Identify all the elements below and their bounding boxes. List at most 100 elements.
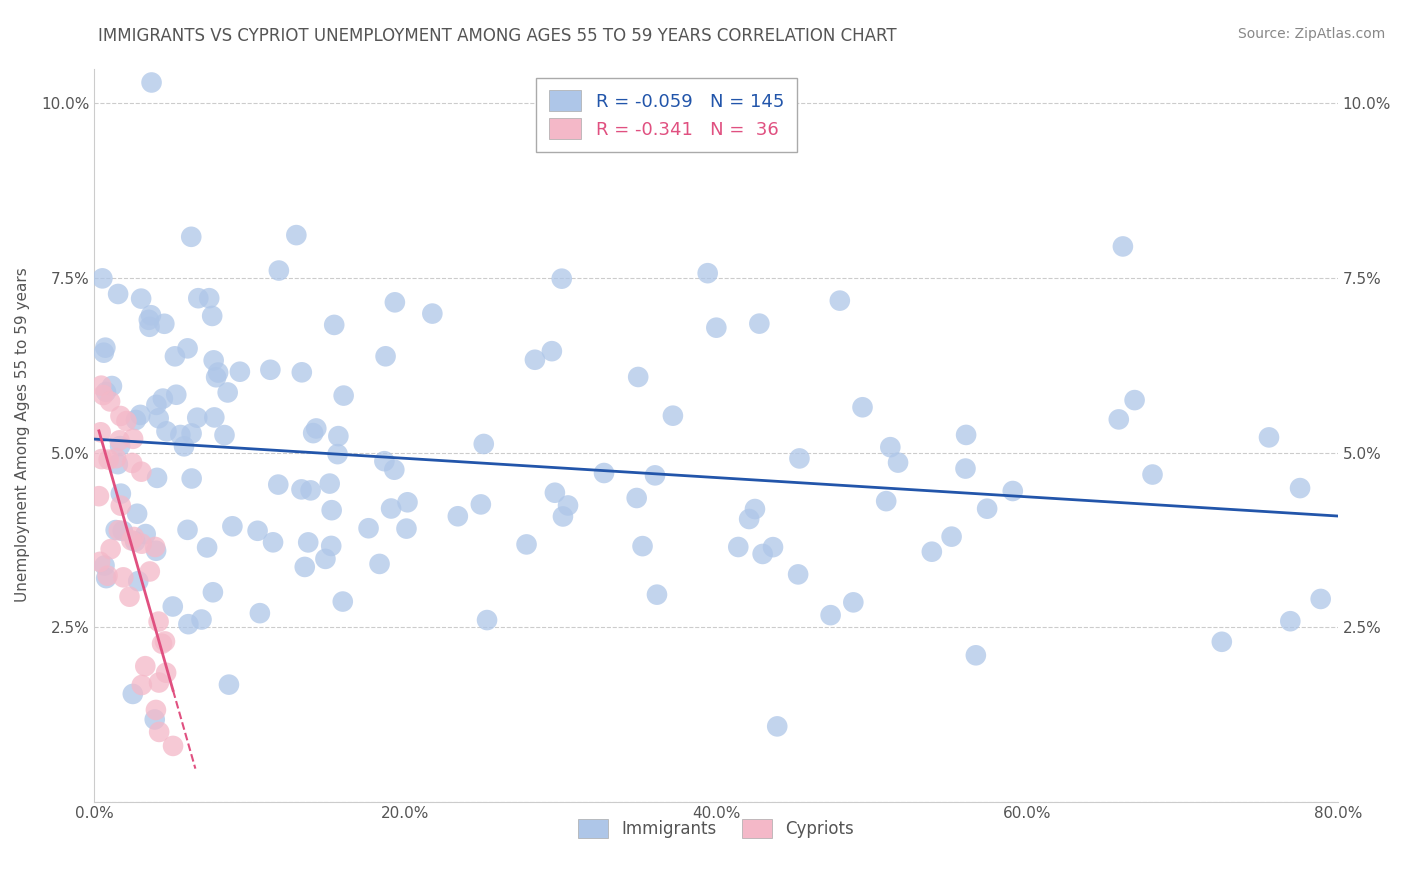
Text: IMMIGRANTS VS CYPRIOT UNEMPLOYMENT AMONG AGES 55 TO 59 YEARS CORRELATION CHART: IMMIGRANTS VS CYPRIOT UNEMPLOYMENT AMONG… — [98, 27, 897, 45]
Point — [820, 608, 842, 623]
Point — [105, 451, 128, 466]
Point — [373, 454, 395, 468]
Point — [1142, 467, 1164, 482]
Point — [523, 352, 546, 367]
Point — [122, 530, 145, 544]
Point — [94, 341, 117, 355]
Point — [357, 521, 380, 535]
Point — [321, 503, 343, 517]
Point — [163, 349, 186, 363]
Point — [121, 456, 143, 470]
Point — [472, 437, 495, 451]
Point — [162, 739, 184, 753]
Point — [201, 585, 224, 599]
Point — [145, 543, 167, 558]
Point — [186, 410, 208, 425]
Point — [93, 558, 115, 573]
Point — [422, 307, 444, 321]
Point — [134, 659, 156, 673]
Point — [148, 675, 170, 690]
Point — [262, 535, 284, 549]
Point — [1258, 430, 1281, 444]
Point — [1279, 614, 1302, 628]
Point — [110, 409, 132, 423]
Point — [515, 537, 537, 551]
Point — [214, 428, 236, 442]
Point — [122, 432, 145, 446]
Point — [447, 509, 470, 524]
Point — [267, 477, 290, 491]
Point — [148, 411, 170, 425]
Point — [150, 637, 173, 651]
Point — [965, 648, 987, 663]
Point — [131, 537, 153, 551]
Point — [475, 613, 498, 627]
Point — [87, 489, 110, 503]
Point — [955, 461, 977, 475]
Point — [384, 295, 406, 310]
Point — [626, 491, 648, 505]
Point — [139, 308, 162, 322]
Point — [112, 570, 135, 584]
Point — [374, 349, 396, 363]
Point — [96, 571, 118, 585]
Point — [91, 388, 114, 402]
Point — [218, 678, 240, 692]
Point — [91, 271, 114, 285]
Point — [751, 547, 773, 561]
Point — [738, 512, 761, 526]
Point — [108, 524, 131, 538]
Point — [1211, 634, 1233, 648]
Point — [299, 483, 322, 498]
Point — [380, 501, 402, 516]
Point — [118, 590, 141, 604]
Point — [851, 401, 873, 415]
Point — [148, 725, 170, 739]
Point — [1112, 239, 1135, 253]
Point — [727, 540, 749, 554]
Point — [1108, 412, 1130, 426]
Point — [145, 398, 167, 412]
Point — [97, 452, 120, 467]
Point — [198, 291, 221, 305]
Point — [177, 617, 200, 632]
Point — [766, 719, 789, 733]
Point — [176, 523, 198, 537]
Point — [217, 385, 239, 400]
Point — [645, 588, 668, 602]
Point — [100, 542, 122, 557]
Point — [332, 594, 354, 608]
Point — [557, 499, 579, 513]
Point — [955, 428, 977, 442]
Point — [145, 703, 167, 717]
Point — [90, 425, 112, 440]
Point — [127, 574, 149, 589]
Point — [291, 365, 314, 379]
Point — [297, 535, 319, 549]
Point — [627, 370, 650, 384]
Point — [326, 447, 349, 461]
Point — [110, 486, 132, 500]
Point — [108, 434, 131, 448]
Point — [748, 317, 770, 331]
Point — [94, 384, 117, 399]
Point — [321, 539, 343, 553]
Point — [879, 440, 901, 454]
Point — [146, 471, 169, 485]
Point — [842, 595, 865, 609]
Point — [828, 293, 851, 308]
Point — [267, 263, 290, 277]
Point — [143, 540, 166, 554]
Point — [121, 687, 143, 701]
Point — [127, 507, 149, 521]
Point — [290, 483, 312, 497]
Point — [921, 545, 943, 559]
Point — [180, 426, 202, 441]
Point — [129, 292, 152, 306]
Point — [662, 409, 685, 423]
Legend: Immigrants, Cypriots: Immigrants, Cypriots — [572, 812, 860, 845]
Point — [318, 476, 340, 491]
Point — [190, 613, 212, 627]
Point — [941, 530, 963, 544]
Point — [314, 552, 336, 566]
